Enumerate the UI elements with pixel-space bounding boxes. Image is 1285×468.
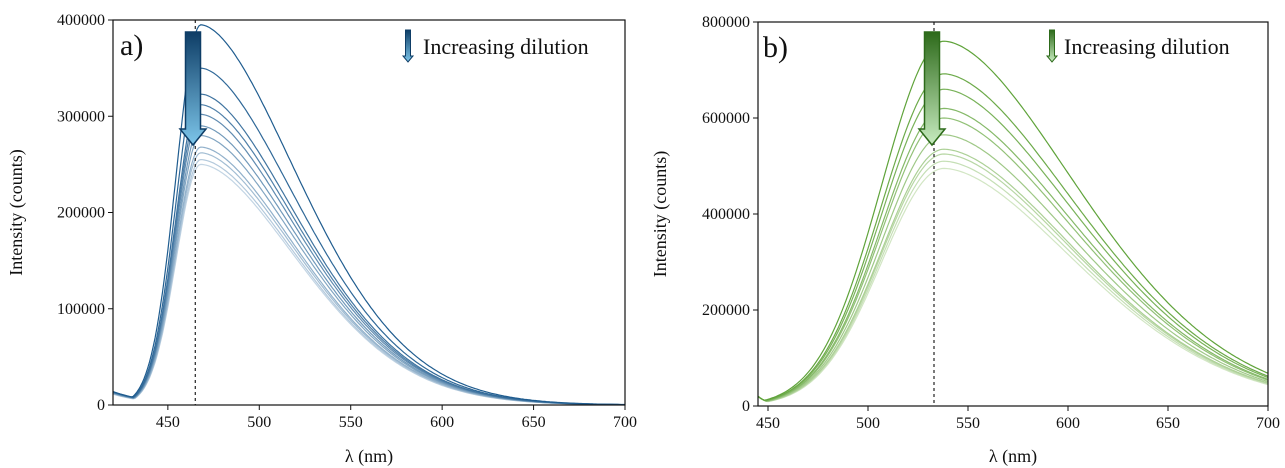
legend-text: Increasing dilution <box>423 34 589 59</box>
y-tick-label: 100000 <box>57 301 105 318</box>
y-tick-label: 400000 <box>702 206 750 223</box>
x-tick-label: 550 <box>956 415 980 432</box>
y-tick-label: 400000 <box>57 12 105 29</box>
series-line <box>112 152 625 406</box>
x-tick-label: 700 <box>1256 415 1280 432</box>
series-line <box>757 117 1269 402</box>
series-line <box>757 167 1269 403</box>
x-tick-label: 500 <box>247 414 271 431</box>
series-line <box>112 24 625 406</box>
series-line <box>757 73 1269 402</box>
x-tick-label: 600 <box>1056 415 1080 432</box>
series-line <box>112 125 625 406</box>
x-axis-label: λ (nm) <box>989 446 1037 467</box>
series-line <box>757 134 1269 402</box>
legend-arrow-icon <box>1045 29 1059 63</box>
series-line <box>757 148 1269 402</box>
series-line <box>112 104 625 406</box>
panel-letter: a) <box>120 29 143 62</box>
x-tick-label: 450 <box>156 414 180 431</box>
panel-a: 450 500 550 600 650 700 0 100000 200000 300000 400… <box>6 12 637 467</box>
series-line <box>112 113 626 406</box>
dilution-arrow <box>178 31 208 147</box>
series-line <box>112 163 625 406</box>
y-tick-label: 800000 <box>702 14 750 31</box>
x-tick-label: 700 <box>613 414 637 431</box>
series-line <box>757 153 1269 403</box>
panel-letter: b) <box>763 31 788 64</box>
x-tick-label: 600 <box>430 414 454 431</box>
x-tick-label: 550 <box>339 414 363 431</box>
series-line <box>757 160 1269 403</box>
series-line <box>757 107 1269 402</box>
y-axis-label: Intensity (counts) <box>650 151 671 277</box>
series-line <box>757 88 1269 402</box>
y-axis-label: Intensity (counts) <box>6 149 27 275</box>
y-tick-label: 300000 <box>57 108 105 125</box>
x-axis-label: λ (nm) <box>345 446 393 467</box>
x-tick-label: 650 <box>522 414 546 431</box>
y-tick-label: 200000 <box>702 302 750 319</box>
series-group <box>757 40 1269 403</box>
y-tick-label: 0 <box>97 397 105 414</box>
panel-b: 450 500 550 600 650 700 0 200000 400000 600000 800… <box>650 14 1280 467</box>
series-line <box>112 158 625 406</box>
y-tick-label: 600000 <box>702 110 750 127</box>
legend-text: Increasing dilution <box>1064 34 1230 59</box>
legend-arrow-icon <box>401 29 415 63</box>
x-tick-label: 650 <box>1156 415 1180 432</box>
x-tick-label: 450 <box>756 415 780 432</box>
y-tick-label: 200000 <box>57 205 105 222</box>
y-tick-label: 0 <box>742 398 750 415</box>
x-tick-label: 500 <box>856 415 880 432</box>
dilution-arrow <box>917 31 947 147</box>
series-line <box>757 40 1269 401</box>
